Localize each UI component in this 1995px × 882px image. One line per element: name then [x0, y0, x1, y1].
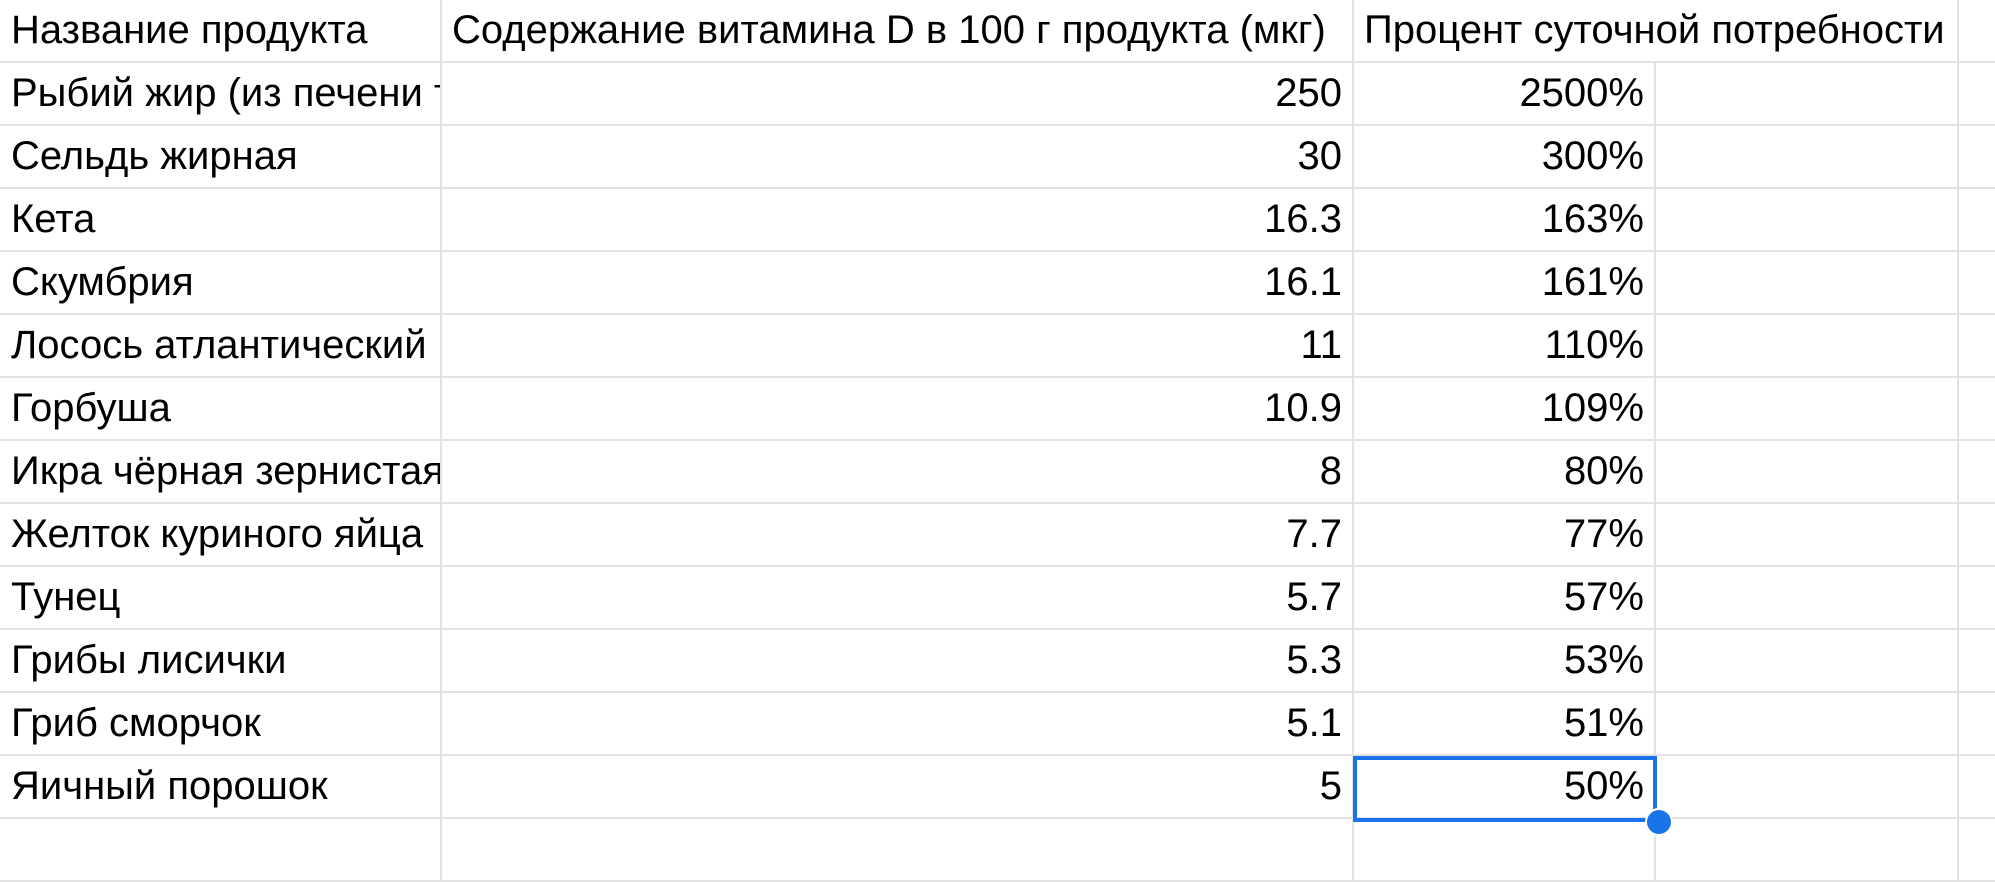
daily-percent-cell[interactable]: 2500%: [1354, 63, 1656, 126]
daily-percent-cell[interactable]: 161%: [1354, 252, 1656, 315]
daily-percent-cell[interactable]: 57%: [1354, 567, 1656, 630]
vitamin-d-cell[interactable]: 5.1: [442, 693, 1354, 756]
empty-cell[interactable]: [442, 819, 1354, 882]
vitamin-d-cell[interactable]: 8: [442, 441, 1354, 504]
table-row: Гриб сморчок 5.1 51%: [0, 693, 1995, 756]
table-row: Тунец 5.7 57%: [0, 567, 1995, 630]
table-row: Яичный порошок 5 50%: [0, 756, 1995, 819]
empty-cell[interactable]: [1959, 315, 1995, 378]
empty-cell[interactable]: [1959, 567, 1995, 630]
product-name-cell[interactable]: Яичный порошок: [0, 756, 442, 819]
header-cell-daily-percent[interactable]: Процент суточной потребности: [1354, 0, 1945, 63]
empty-cell[interactable]: [1656, 630, 1959, 693]
table-row: Икра чёрная зернистая 8 80%: [0, 441, 1995, 504]
table-row: Лосось атлантический 11 110%: [0, 315, 1995, 378]
empty-cell[interactable]: [1656, 819, 1959, 882]
empty-cell[interactable]: [0, 819, 442, 882]
empty-cell[interactable]: [1656, 441, 1959, 504]
empty-cell[interactable]: [1959, 189, 1995, 252]
empty-cell[interactable]: [1656, 504, 1959, 567]
empty-cell[interactable]: [1656, 693, 1959, 756]
empty-cell[interactable]: [1959, 819, 1995, 882]
table-row: Горбуша 10.9 109%: [0, 378, 1995, 441]
empty-cell[interactable]: [1656, 378, 1959, 441]
empty-cell[interactable]: [1959, 756, 1995, 819]
empty-cell[interactable]: [1959, 630, 1995, 693]
vitamin-d-cell[interactable]: 11: [442, 315, 1354, 378]
daily-percent-cell[interactable]: 109%: [1354, 378, 1656, 441]
vitamin-d-cell[interactable]: 16.3: [442, 189, 1354, 252]
empty-cell[interactable]: [1959, 63, 1995, 126]
header-row: Название продукта Содержание витамина D …: [0, 0, 1995, 63]
daily-percent-cell[interactable]: 77%: [1354, 504, 1656, 567]
daily-percent-cell[interactable]: 51%: [1354, 693, 1656, 756]
empty-cell[interactable]: [1354, 819, 1656, 882]
empty-cell[interactable]: [1959, 126, 1995, 189]
daily-percent-cell[interactable]: 163%: [1354, 189, 1656, 252]
vitamin-d-cell[interactable]: 5.3: [442, 630, 1354, 693]
product-name-cell[interactable]: Тунец: [0, 567, 442, 630]
daily-percent-cell[interactable]: 110%: [1354, 315, 1656, 378]
table-row: Скумбрия 16.1 161%: [0, 252, 1995, 315]
vitamin-d-cell[interactable]: 7.7: [442, 504, 1354, 567]
product-name-cell[interactable]: Скумбрия: [0, 252, 442, 315]
product-name-cell[interactable]: Грибы лисички: [0, 630, 442, 693]
daily-percent-cell[interactable]: 53%: [1354, 630, 1656, 693]
vitamin-d-cell[interactable]: 5: [442, 756, 1354, 819]
empty-cell[interactable]: [1959, 693, 1995, 756]
product-name-cell[interactable]: Икра чёрная зернистая: [0, 441, 442, 504]
empty-cell[interactable]: [1656, 189, 1959, 252]
vitamin-d-cell[interactable]: 5.7: [442, 567, 1354, 630]
product-name-cell[interactable]: Рыбий жир (из печени трески): [0, 63, 442, 126]
daily-percent-cell[interactable]: 50%: [1354, 756, 1656, 819]
product-name-cell[interactable]: Горбуша: [0, 378, 442, 441]
header-cell-vitamin-d[interactable]: Содержание витамина D в 100 г продукта (…: [442, 0, 1354, 63]
empty-cell[interactable]: [1656, 63, 1959, 126]
table-row: Желток куриного яйца 7.7 77%: [0, 504, 1995, 567]
table-row: Кета 16.3 163%: [0, 189, 1995, 252]
daily-percent-cell[interactable]: 300%: [1354, 126, 1656, 189]
header-cell-name[interactable]: Название продукта: [0, 0, 442, 63]
empty-cell[interactable]: [1656, 315, 1959, 378]
product-name-cell[interactable]: Лосось атлантический: [0, 315, 442, 378]
product-name-cell[interactable]: Сельдь жирная: [0, 126, 442, 189]
empty-cell[interactable]: [1656, 0, 1959, 63]
empty-cell[interactable]: [1959, 252, 1995, 315]
empty-cell[interactable]: [1959, 504, 1995, 567]
table-row: Сельдь жирная 30 300%: [0, 126, 1995, 189]
product-name-cell[interactable]: Желток куриного яйца: [0, 504, 442, 567]
empty-cell[interactable]: [1959, 378, 1995, 441]
vitamin-d-cell[interactable]: 30: [442, 126, 1354, 189]
daily-percent-cell[interactable]: 80%: [1354, 441, 1656, 504]
product-name-cell[interactable]: Гриб сморчок: [0, 693, 442, 756]
empty-cell[interactable]: [1656, 567, 1959, 630]
empty-cell[interactable]: [1656, 126, 1959, 189]
vitamin-d-cell[interactable]: 10.9: [442, 378, 1354, 441]
empty-cell[interactable]: [1656, 252, 1959, 315]
product-name-cell[interactable]: Кета: [0, 189, 442, 252]
empty-cell[interactable]: [1959, 0, 1995, 63]
table-row: Грибы лисички 5.3 53%: [0, 630, 1995, 693]
vitamin-d-cell[interactable]: 16.1: [442, 252, 1354, 315]
fill-handle[interactable]: [1645, 808, 1673, 836]
table-row: [0, 819, 1995, 882]
empty-cell[interactable]: [1656, 756, 1959, 819]
empty-cell[interactable]: [1959, 441, 1995, 504]
vitamin-d-cell[interactable]: 250: [442, 63, 1354, 126]
table-row: Рыбий жир (из печени трески) 250 2500%: [0, 63, 1995, 126]
